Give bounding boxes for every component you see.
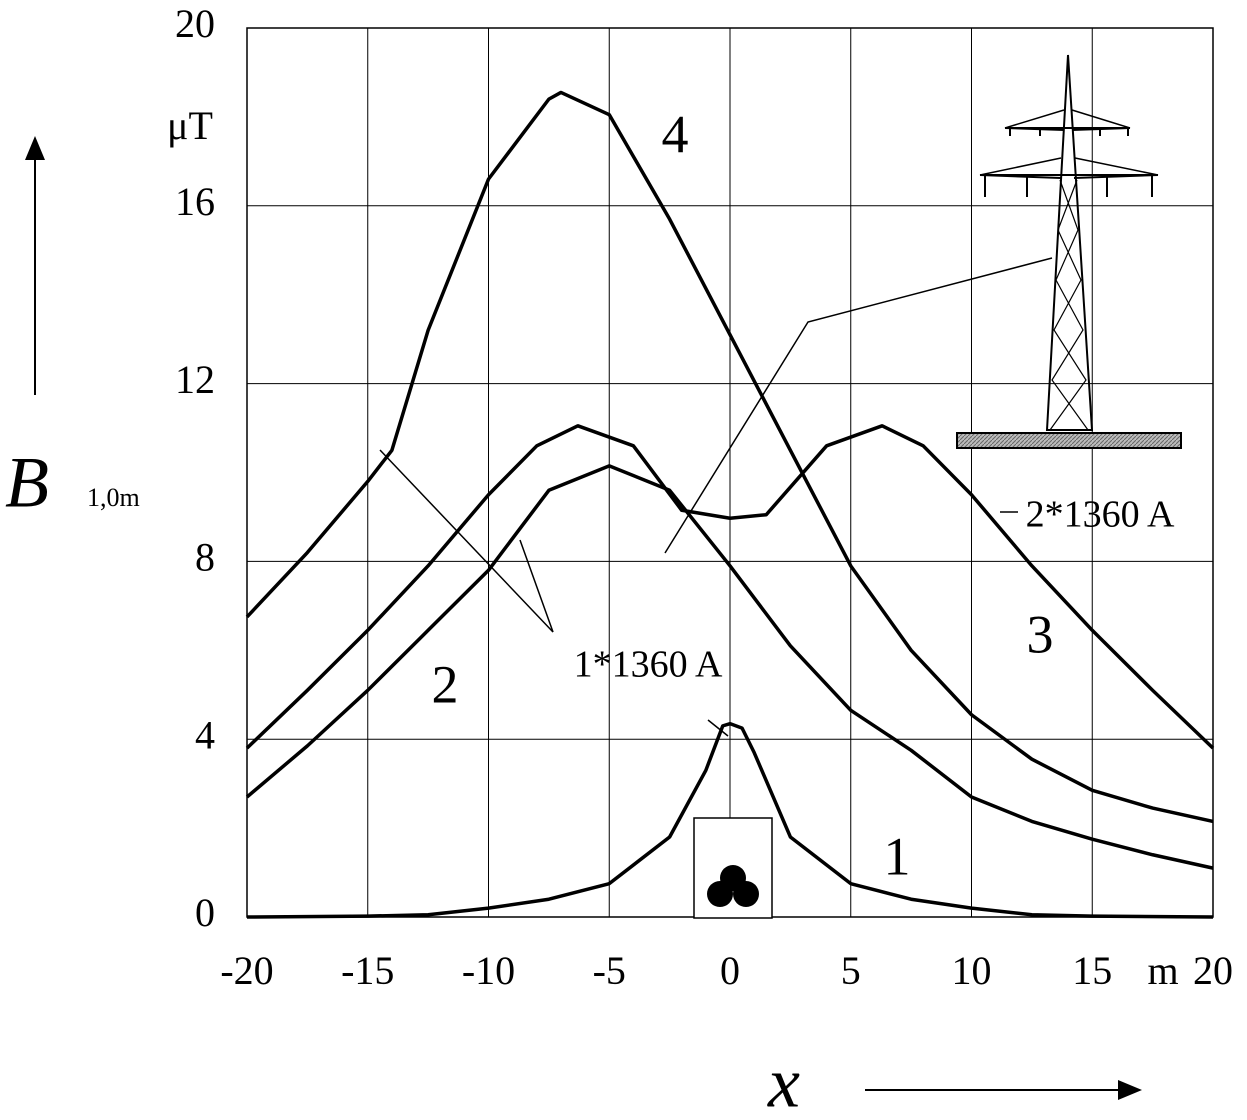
curve <box>245 424 1215 750</box>
y-tick-label: 12 <box>175 357 215 402</box>
curve <box>245 90 1214 824</box>
x-tick-label: -10 <box>462 948 515 993</box>
cable-symbol <box>693 817 773 919</box>
curve-label: 2 <box>432 654 459 714</box>
y-unit: μT <box>167 103 213 148</box>
curve-label: 4 <box>662 104 689 164</box>
x-tick-label: -5 <box>593 948 626 993</box>
leaders <box>379 257 1053 737</box>
plot: 1 2 3 4 <box>245 90 1215 919</box>
x-tick-label: 10 <box>952 948 992 993</box>
y-tick-label: 20 <box>175 1 215 46</box>
grid <box>246 27 1214 918</box>
annotation: 2*1360 A <box>1026 494 1175 536</box>
y-axis-label: B <box>5 443 49 523</box>
y-tick-label: 0 <box>195 890 215 935</box>
curve <box>245 464 1214 870</box>
curve-label: 1 <box>884 826 911 886</box>
y-tick-label: 8 <box>195 535 215 580</box>
x-unit: m <box>1147 948 1178 993</box>
tower <box>956 54 1182 449</box>
y-tick-label: 16 <box>175 179 215 224</box>
x-axis-label: x <box>767 1043 800 1120</box>
y-tick-label: 4 <box>195 712 215 757</box>
x-tick-label: -15 <box>341 948 394 993</box>
curve <box>246 721 1214 919</box>
x-tick-label: 5 <box>841 948 861 993</box>
curve-label: 3 <box>1027 604 1054 664</box>
x-tick-label: 0 <box>720 948 740 993</box>
y-axis-subscript: 1,0m <box>87 483 140 512</box>
x-tick-label: 15 <box>1072 948 1112 993</box>
x-tick-label: 20 <box>1193 948 1233 993</box>
x-tick-label: -20 <box>220 948 273 993</box>
annotation: 1*1360 A <box>574 644 723 686</box>
